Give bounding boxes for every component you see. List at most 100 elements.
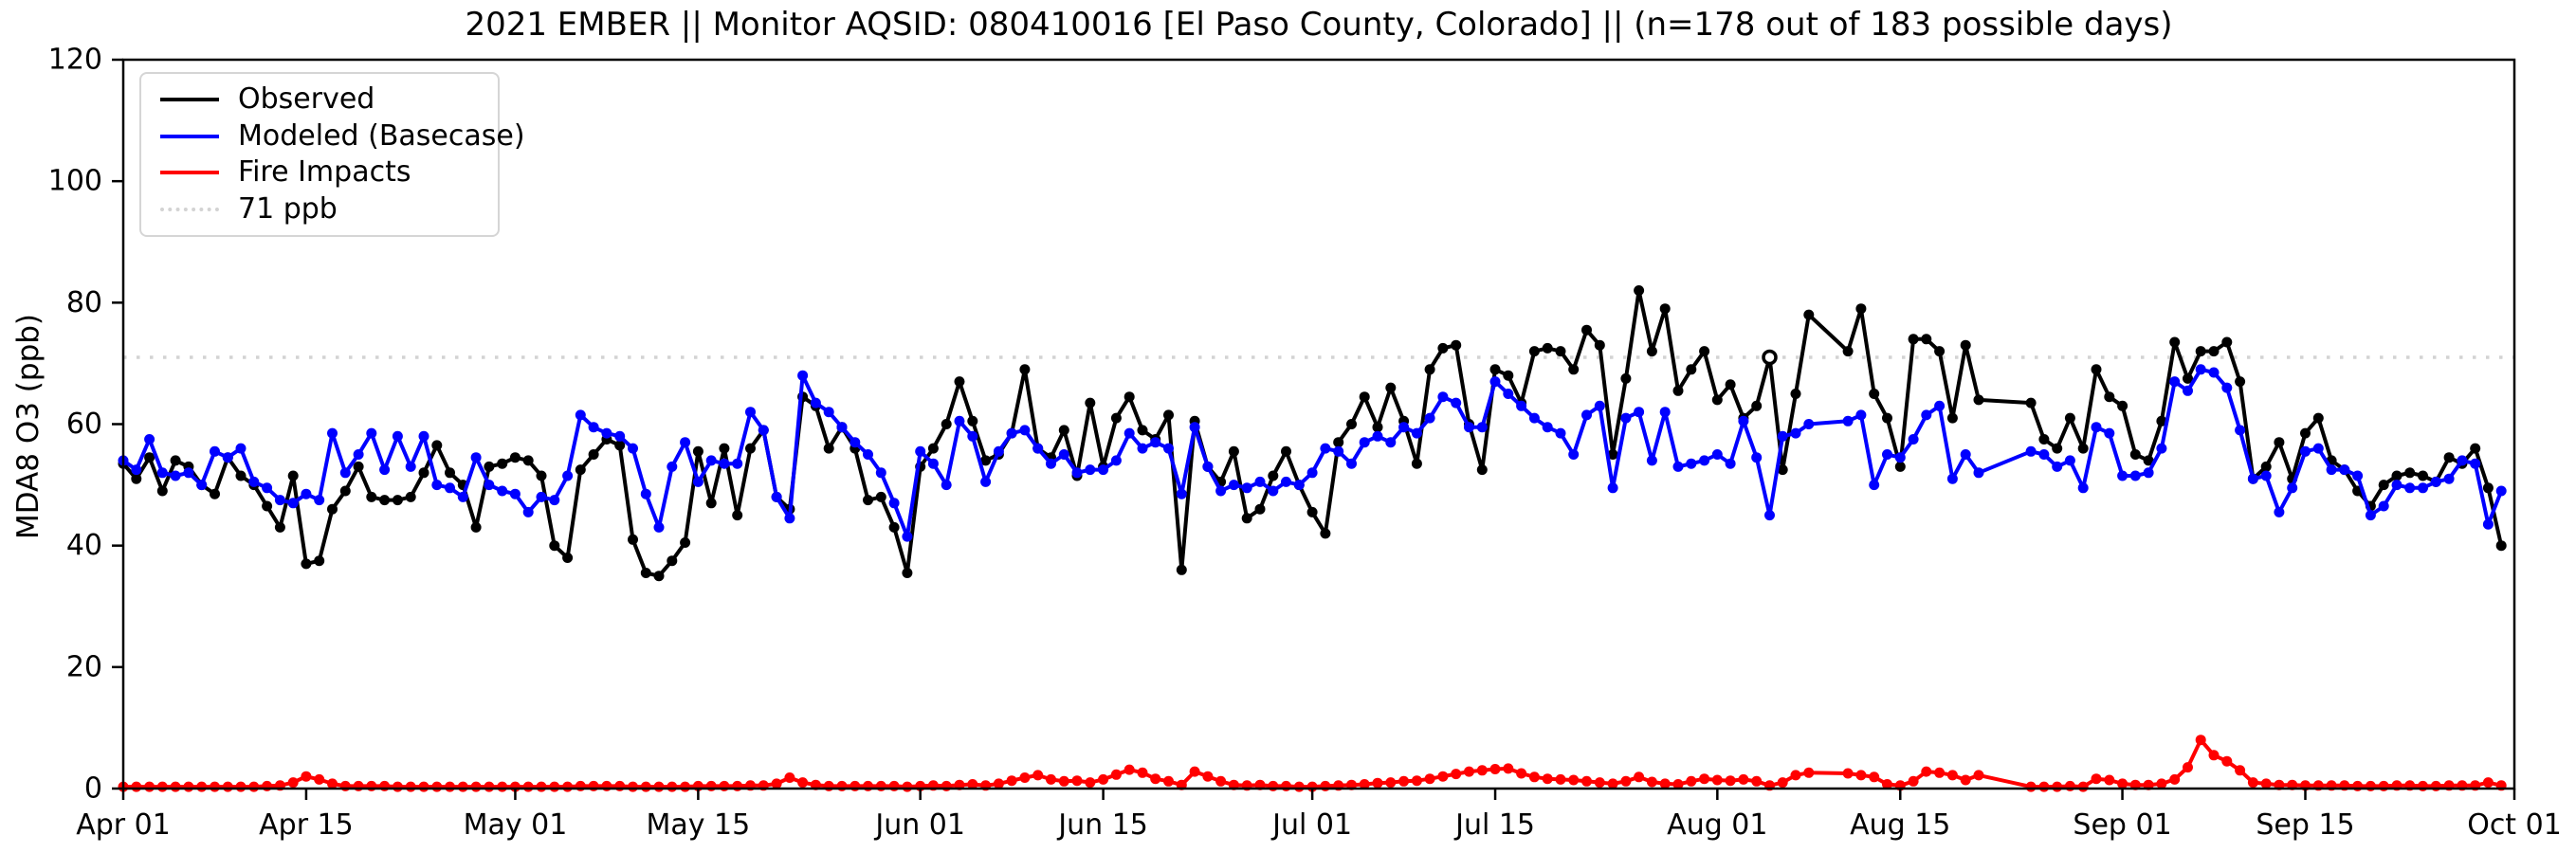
data-marker — [379, 495, 391, 506]
data-marker — [628, 534, 638, 545]
data-marker — [967, 415, 978, 426]
data-marker — [1973, 467, 1984, 479]
data-marker — [1437, 771, 1449, 782]
data-marker — [1634, 771, 1645, 783]
series-line — [123, 737, 2502, 789]
data-marker — [1738, 415, 1749, 426]
data-marker — [1489, 364, 1501, 375]
modeled-line-sample — [160, 134, 219, 138]
data-marker — [1686, 458, 1697, 469]
data-marker — [902, 531, 913, 542]
data-marker — [327, 778, 338, 789]
data-marker — [1398, 422, 1410, 433]
data-marker — [1385, 382, 1397, 393]
data-marker — [1372, 430, 1383, 442]
x-tick-label: Apr 15 — [259, 808, 354, 842]
data-marker — [2274, 437, 2285, 448]
data-marker — [235, 443, 247, 454]
x-tick-label: Aug 15 — [1850, 808, 1950, 842]
data-marker — [1437, 391, 1449, 403]
data-marker — [1699, 346, 1710, 357]
data-marker — [1346, 419, 1357, 429]
data-marker — [2326, 464, 2337, 476]
data-marker — [1882, 449, 1892, 460]
data-marker — [2208, 750, 2220, 761]
data-marker — [1424, 412, 1435, 424]
data-marker — [1908, 775, 1919, 787]
data-marker — [719, 443, 730, 454]
data-marker — [210, 488, 220, 499]
data-marker — [1385, 777, 1397, 789]
data-marker — [2183, 372, 2193, 384]
data-marker — [314, 495, 325, 506]
data-marker — [863, 495, 873, 506]
data-marker — [562, 553, 574, 563]
data-marker — [2052, 781, 2063, 792]
data-marker — [2156, 778, 2167, 789]
data-marker — [1516, 400, 1527, 411]
data-marker — [1476, 422, 1488, 433]
data-marker — [1006, 775, 1017, 787]
data-marker — [941, 480, 952, 491]
x-tick-label: Oct 01 — [2467, 808, 2562, 842]
data-marker — [1725, 775, 1736, 787]
legend-entry-fire: Fire Impacts — [160, 154, 488, 191]
data-marker — [1855, 770, 1867, 781]
data-marker — [2418, 482, 2428, 494]
data-marker — [1241, 482, 1252, 494]
data-marker — [156, 485, 168, 497]
data-marker — [1254, 503, 1266, 515]
data-marker — [732, 458, 743, 469]
data-marker — [2312, 443, 2324, 454]
data-marker — [1960, 774, 1971, 786]
data-marker — [314, 555, 325, 567]
data-marker — [1751, 452, 1763, 463]
data-marker — [301, 558, 312, 570]
data-marker — [1634, 285, 1645, 296]
data-marker — [1882, 779, 1892, 789]
data-marker — [1738, 773, 1749, 785]
data-marker — [1568, 774, 1580, 786]
data-marker — [1137, 425, 1148, 436]
data-marker — [784, 772, 795, 783]
data-marker — [339, 485, 351, 497]
data-marker — [1385, 437, 1397, 448]
data-marker — [1464, 422, 1474, 433]
data-marker — [797, 777, 809, 789]
data-marker — [2247, 473, 2258, 484]
data-marker — [536, 781, 547, 792]
data-marker — [1790, 389, 1801, 399]
data-marker — [640, 781, 651, 792]
data-marker — [653, 521, 665, 533]
data-marker — [1620, 412, 1632, 424]
data-marker — [1163, 443, 1174, 454]
data-marker — [771, 491, 782, 502]
data-marker — [1711, 394, 1723, 406]
data-marker — [1855, 303, 1867, 315]
data-marker — [196, 781, 208, 792]
x-tick-label: Jun 15 — [1056, 808, 1148, 842]
data-marker — [536, 470, 547, 481]
data-marker — [1659, 778, 1671, 789]
data-marker — [1869, 480, 1880, 491]
data-marker — [170, 455, 181, 466]
data-marker — [1359, 779, 1370, 789]
data-marker — [2221, 336, 2233, 348]
data-marker — [758, 425, 769, 436]
y-tick-label: 20 — [66, 650, 102, 683]
data-marker — [1333, 437, 1344, 448]
data-marker — [2470, 443, 2481, 454]
data-marker — [1921, 766, 1932, 777]
data-marker — [2470, 458, 2481, 469]
data-marker — [1424, 773, 1435, 785]
data-marker — [1751, 400, 1763, 411]
data-marker — [1581, 409, 1592, 421]
data-marker — [2221, 755, 2233, 767]
data-marker — [1921, 334, 1932, 345]
data-marker — [1346, 458, 1357, 469]
data-marker — [497, 485, 508, 497]
data-marker — [705, 498, 717, 509]
data-marker — [1046, 458, 1056, 469]
x-axis: Apr 01 Apr 15 May 01 May 15 Jun 01 Jun 15 Jul … — [76, 789, 2562, 842]
data-marker — [1672, 779, 1684, 789]
